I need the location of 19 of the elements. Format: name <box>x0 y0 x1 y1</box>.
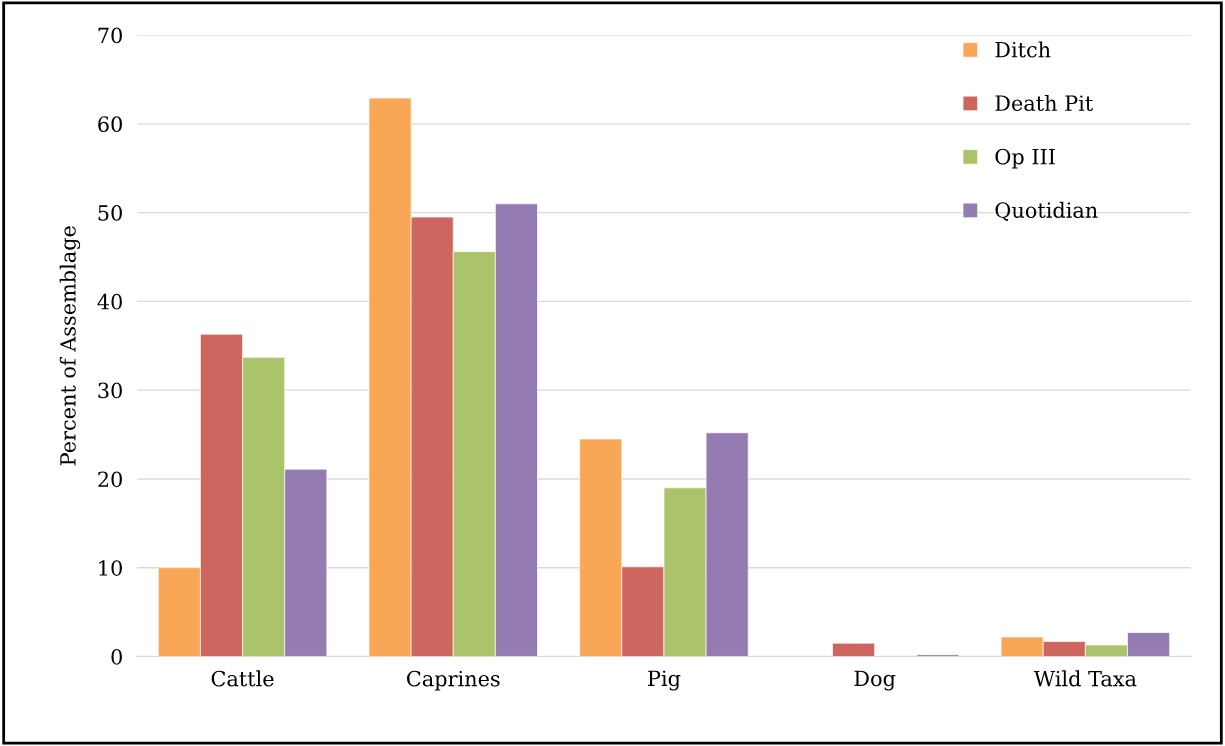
x-tick-label: Caprines <box>407 670 500 691</box>
bar <box>832 642 875 657</box>
legend-label: Ditch <box>995 41 1051 58</box>
x-tick-label: Dog <box>854 670 896 691</box>
x-tick-label: Cattle <box>211 670 274 687</box>
legend-label: Op III <box>995 148 1055 169</box>
y-tick-label: 0 <box>111 648 122 665</box>
y-tick-label: 20 <box>98 471 122 488</box>
y-tick-label: 60 <box>98 116 122 133</box>
y-tick-label: 10 <box>99 560 122 576</box>
y-tick-label: 30 <box>98 382 122 399</box>
legend-label: Quotidian <box>995 201 1098 222</box>
legend-label: Death Pit <box>995 94 1094 112</box>
y-tick-label: 40 <box>97 293 122 310</box>
x-tick-label: Wild Taxa <box>1033 670 1137 687</box>
y-axis-title: Percent of Assemblage <box>59 226 81 466</box>
y-tick-label: 50 <box>98 205 122 221</box>
y-tick-label: 70 <box>98 27 122 44</box>
x-tick-label: Pig <box>648 670 681 691</box>
